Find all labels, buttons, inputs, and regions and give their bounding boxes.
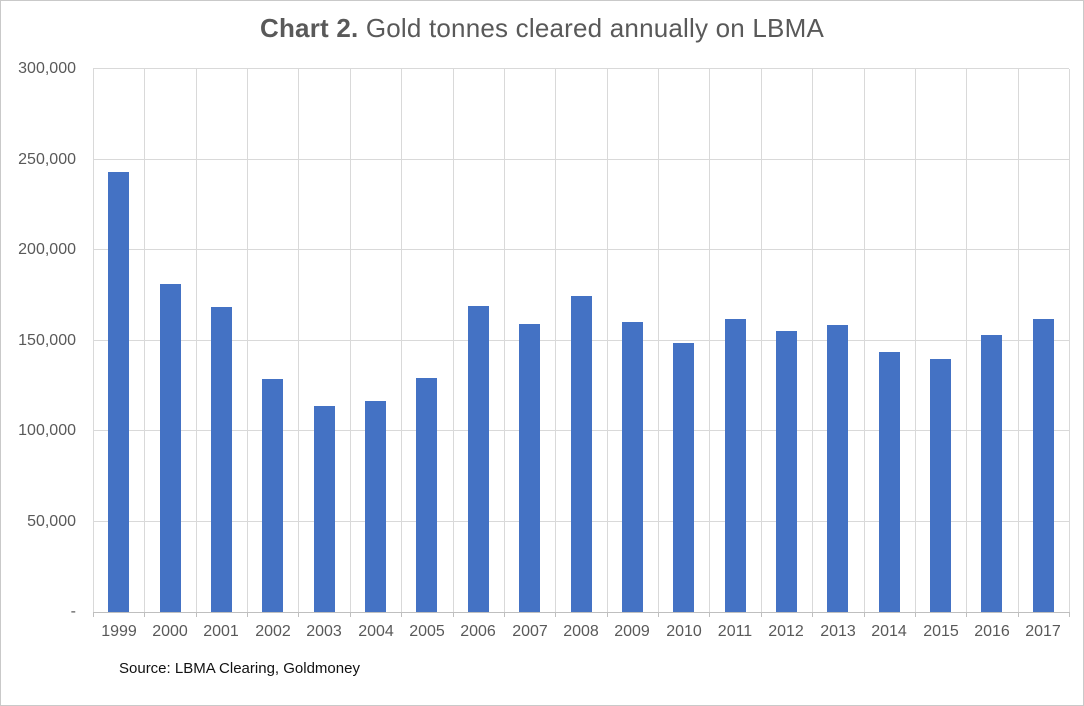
x-axis-label-2007: 2007 [512,623,548,640]
x-axis-label-2015: 2015 [923,623,959,640]
h-gridline-300000 [93,68,1069,69]
x-axis-label-2000: 2000 [152,623,188,640]
v-gridline-6 [401,69,402,612]
chart-title: Chart 2. Gold tonnes cleared annually on… [1,13,1083,44]
v-gridline-4 [298,69,299,612]
v-gridline-17 [966,69,967,612]
x-axis-label-2001: 2001 [203,623,239,640]
bar-2009 [622,322,643,612]
v-gridline-12 [709,69,710,612]
bar-2003 [314,406,335,612]
v-gridline-0 [93,69,94,612]
v-gridline-14 [812,69,813,612]
v-gridline-16 [915,69,916,612]
h-gridline-250000 [93,158,1069,160]
v-gridline-13 [761,69,762,612]
x-axis-label-2006: 2006 [460,623,496,640]
bar-2011 [725,319,746,612]
x-axis-tick-6 [401,612,402,617]
x-axis-tick-9 [555,612,556,617]
x-axis-tick-2 [196,612,197,617]
bar-2005 [416,378,437,612]
v-gridline-10 [607,69,608,612]
v-gridline-1 [144,69,145,612]
x-axis-tick-5 [350,612,351,617]
v-gridline-18 [1018,69,1019,612]
bar-2012 [776,331,797,612]
bar-2002 [262,379,283,612]
x-axis-label-2003: 2003 [306,623,342,640]
x-axis-label-2011: 2011 [717,623,753,640]
y-axis-label-250000: 250,000 [18,150,76,168]
x-axis-tick-17 [966,612,967,617]
x-axis-tick-18 [1018,612,1019,617]
v-gridline-15 [864,69,865,612]
x-axis-label-1999: 1999 [101,623,137,640]
x-axis-tick-3 [247,612,248,617]
x-axis-label-2005: 2005 [409,623,445,640]
x-axis-label-2010: 2010 [666,623,702,640]
bar-2004 [365,401,386,612]
plot-area [93,68,1070,617]
x-axis-tick-15 [864,612,865,617]
x-axis-label-2008: 2008 [563,623,599,640]
x-axis-label-2002: 2002 [255,623,291,640]
x-axis-tick-8 [504,612,505,617]
bar-2016 [981,335,1002,612]
bar-2006 [468,306,489,612]
x-axis-tick-4 [298,612,299,617]
y-axis-label-150000: 150,000 [18,331,76,349]
y-axis-label-0: - [70,603,76,620]
x-axis-tick-11 [658,612,659,617]
h-gridline-200000 [93,249,1069,250]
y-axis-label-200000: 200,000 [18,241,76,258]
x-axis-label-2012: 2012 [768,623,804,640]
chart-title-prefix: Chart 2. [260,13,359,43]
v-gridline-9 [555,69,556,612]
x-axis-label-2016: 2016 [974,623,1010,640]
y-axis-label-300000: 300,000 [18,60,76,77]
x-axis-tick-12 [709,612,710,617]
y-axis-label-100000: 100,000 [18,422,76,439]
bar-1999 [108,172,129,612]
x-axis-label-2009: 2009 [614,623,650,640]
x-axis-tick-19 [1069,612,1070,617]
v-gridline-5 [350,69,351,612]
v-gridline-7 [453,69,454,612]
bar-2014 [879,352,900,612]
bar-2015 [930,359,951,612]
x-axis-tick-10 [607,612,608,617]
bar-2000 [160,284,181,612]
v-gridline-3 [247,69,248,612]
x-axis-label-2017: 2017 [1025,623,1061,640]
v-gridline-2 [196,69,197,612]
x-axis-tick-0 [93,612,94,617]
x-axis-label-2014: 2014 [871,623,907,640]
bar-2001 [211,307,232,612]
x-axis-tick-1 [144,612,145,617]
x-axis-label-2013: 2013 [820,623,856,640]
bar-2007 [519,324,540,612]
x-axis-label-2004: 2004 [358,623,394,640]
bar-2017 [1033,319,1054,612]
x-axis-line [93,612,1069,613]
bar-2008 [571,296,592,612]
v-gridline-19 [1069,69,1070,612]
x-axis-tick-13 [761,612,762,617]
x-axis-tick-14 [812,612,813,617]
x-axis-tick-16 [915,612,916,617]
source-note: Source: LBMA Clearing, Goldmoney [119,660,360,677]
bar-2010 [673,343,694,612]
x-axis-tick-7 [453,612,454,617]
chart-title-text: Gold tonnes cleared annually on LBMA [358,13,824,43]
v-gridline-8 [504,69,505,612]
y-axis-label-50000: 50,000 [27,512,76,530]
v-gridline-11 [658,69,659,612]
bar-2013 [827,325,848,612]
